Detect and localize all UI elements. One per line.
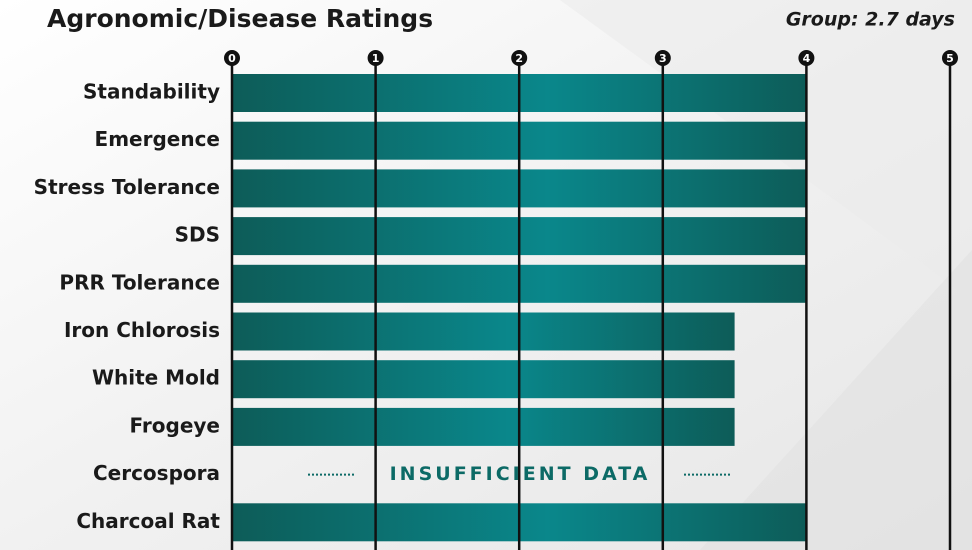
tick-badge bbox=[511, 50, 528, 66]
chart-title: Agronomic/Disease Ratings bbox=[47, 4, 433, 33]
x-tick-label: 0 bbox=[228, 52, 236, 65]
bar bbox=[232, 312, 735, 351]
bg-shape bbox=[700, 250, 972, 550]
tick-badge bbox=[942, 50, 958, 66]
category-label: Stress Tolerance bbox=[34, 175, 220, 199]
x-tick-label: 4 bbox=[803, 52, 811, 65]
x-tick-label: 3 bbox=[659, 52, 667, 65]
x-tick-label: 1 bbox=[372, 52, 380, 65]
category-label: Standability bbox=[83, 80, 220, 104]
subtitle: Group: 2.7 days bbox=[786, 9, 955, 31]
category-label: Cercospora bbox=[93, 461, 220, 485]
tick-badge bbox=[367, 50, 384, 66]
category-label: Frogeye bbox=[130, 413, 220, 437]
tick-badge bbox=[654, 50, 671, 66]
category-label: Iron Chlorosis bbox=[64, 318, 220, 342]
bar bbox=[232, 407, 735, 446]
category-label: PRR Tolerance bbox=[59, 270, 220, 294]
category-label: White Mold bbox=[92, 366, 220, 390]
tick-badge bbox=[224, 50, 240, 66]
category-label: Emergence bbox=[95, 127, 220, 151]
category-label: SDS bbox=[175, 223, 220, 247]
tick-badge bbox=[798, 50, 815, 66]
x-tick-label: 2 bbox=[515, 52, 523, 65]
bar bbox=[232, 360, 735, 399]
category-label: Charcoal Rat bbox=[76, 509, 220, 533]
x-tick-label: 5 bbox=[946, 52, 954, 65]
